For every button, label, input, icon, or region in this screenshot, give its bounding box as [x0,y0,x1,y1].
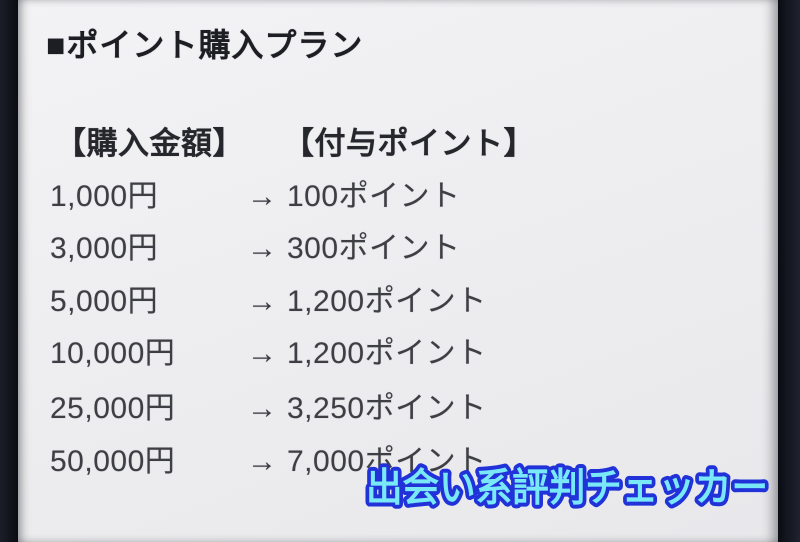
amount-cell: 1,000円 [50,180,159,213]
arrow-right-icon: → [247,445,278,478]
points-cell: 300ポイント [287,232,461,265]
table-row: 1,000円 → 100ポイント [50,180,461,215]
watermark-text: 出会い系評判チェッカー [366,467,768,510]
section-title: ■ポイント購入プラン [46,27,364,63]
column-header-points: 【付与ポイント】 [283,126,535,161]
table-row: 50,000円 → 7,000ポイント [50,445,487,480]
site-watermark: 出会い系評判チェッカー [362,463,772,514]
table-row: 25,000円 → 3,250ポイント [50,392,487,427]
photo-border-right [778,0,800,542]
table-row: 5,000円 → 1,200ポイント [50,285,487,320]
amount-cell: 50,000円 [50,445,176,478]
amount-cell: 25,000円 [50,392,176,425]
points-cell: 1,200ポイント [287,285,487,318]
column-header-amount: 【購入金額】 [55,126,244,161]
content-panel [18,0,778,542]
arrow-right-icon: → [247,232,278,265]
table-row: 10,000円 → 1,200ポイント [50,337,487,372]
arrow-right-icon: → [247,337,278,370]
points-cell: 3,250ポイント [287,392,487,425]
amount-cell: 10,000円 [50,337,176,370]
arrow-right-icon: → [247,285,278,318]
amount-cell: 5,000円 [50,285,159,318]
points-cell: 7,000ポイント [287,445,487,478]
arrow-right-icon: → [247,180,278,213]
photo-border-left [0,0,18,542]
table-row: 3,000円 → 300ポイント [50,232,461,267]
points-cell: 1,200ポイント [287,337,487,370]
amount-cell: 3,000円 [50,232,159,265]
arrow-right-icon: → [247,392,278,425]
points-cell: 100ポイント [287,180,461,213]
